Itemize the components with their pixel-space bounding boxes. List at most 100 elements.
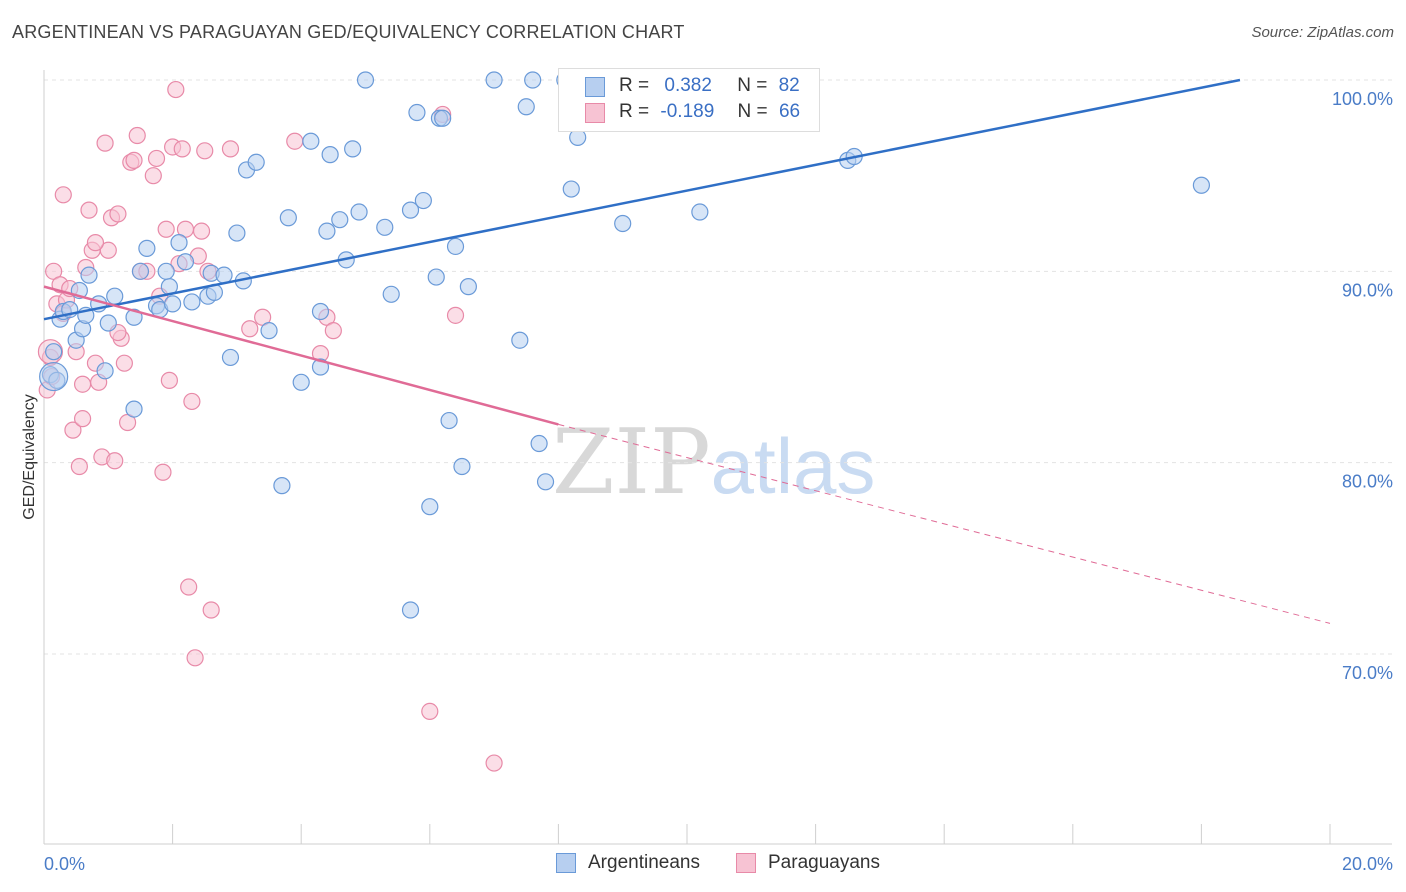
argentineans-point [427, 268, 445, 286]
argentineans-point [356, 71, 375, 89]
bottom-legend-label: Argentineans [588, 852, 700, 873]
argentineans-point [45, 343, 63, 361]
paraguayans-point [70, 457, 88, 476]
paraguayans-points [37, 80, 503, 772]
legend-r-label: R = [619, 75, 650, 96]
argentineans-point [170, 234, 188, 252]
paraguayans-point [192, 222, 211, 240]
paraguayans-point [144, 167, 162, 185]
argentineans-point [536, 473, 555, 491]
argentineans-point [96, 362, 114, 380]
argentineans-point [344, 140, 362, 158]
paraguayans-point [96, 134, 114, 152]
argentineans-point [318, 222, 336, 240]
bottom-swatch-blue [556, 853, 576, 873]
argentineans-point [311, 302, 330, 321]
argentineans-point [524, 71, 542, 89]
paraguayans-point [109, 205, 127, 223]
paraguayans-point [106, 452, 124, 470]
argentineans-point [215, 266, 233, 284]
argentineans-point [247, 153, 265, 171]
argentineans-point [1192, 176, 1211, 194]
legend-n-value: 66 [778, 101, 801, 122]
legend-r-value: 0.382 [664, 75, 712, 96]
argentineans-point [99, 314, 117, 332]
argentineans-point [440, 411, 458, 430]
source-label: Source: ZipAtlas.com [1251, 24, 1394, 41]
y-axis-label: GED/Equivalency [21, 394, 38, 519]
argentineans-point [221, 348, 240, 367]
argentineans-point [260, 322, 278, 340]
paraguayans-point [157, 220, 175, 238]
argentineans-point [138, 239, 156, 257]
paraguayans-point [115, 354, 133, 372]
legend-swatch-blue [585, 77, 605, 97]
bottom-swatch-pink [736, 853, 756, 873]
argentineans-point [39, 361, 69, 392]
argentineans-point [331, 211, 349, 229]
chart-title: ARGENTINEAN VS PARAGUAYAN GED/EQUIVALENC… [12, 22, 685, 42]
argentineans-point [273, 477, 291, 495]
paraguayans-point [221, 140, 240, 158]
paraguayans-point [485, 754, 503, 772]
argentineans-point [434, 109, 452, 127]
legend-n-label: N = [737, 75, 768, 96]
argentineans-point [446, 237, 465, 256]
watermark-atlas: atlas [710, 422, 876, 510]
argentineans-point [530, 434, 548, 453]
paraguayans-point [160, 371, 178, 389]
argentineans-point [376, 218, 394, 236]
argentineans-point [408, 103, 426, 122]
argentineans-point [125, 308, 143, 326]
argentineans-point [459, 278, 477, 296]
paraguayans-point [73, 410, 92, 428]
paraguayans-point [202, 601, 220, 619]
paraguayans-point [99, 241, 117, 259]
argentineans-point [131, 262, 150, 280]
paraguayans-point [241, 320, 259, 338]
argentineans-point [183, 293, 201, 311]
argentineans-point [228, 224, 246, 242]
paraguayans-point [183, 392, 201, 411]
argentineans-point [125, 400, 143, 418]
paraguayans-point [180, 578, 198, 596]
x-tick-label-max: 20.0% [1342, 854, 1393, 874]
paraguayans-point [128, 126, 146, 145]
paraguayans-point [324, 322, 342, 340]
paraguayans-point [286, 132, 304, 150]
argentineans-trend-line [43, 78, 1241, 321]
x-tick-label-min: 0.0% [44, 854, 85, 874]
paraguayans-point [125, 151, 143, 169]
paraguayans-point [86, 234, 105, 252]
argentineans-point [401, 601, 420, 619]
argentineans-point [164, 295, 182, 313]
argentineans-point [691, 203, 709, 221]
argentineans-point [414, 191, 432, 210]
paraguayans-point [446, 306, 465, 324]
argentineans-point [517, 98, 535, 116]
argentineans-point [401, 201, 420, 219]
watermark: ZIPatlas [552, 410, 875, 515]
y-tick-label: 90.0% [1342, 280, 1393, 300]
paraguayans-point [173, 140, 191, 158]
legend-r-label: R = [619, 101, 650, 122]
argentineans-point [562, 180, 580, 198]
correlation-legend: R = 0.382 N = 82 R = -0.189 N = 66 [558, 68, 820, 132]
argentineans-point [421, 498, 439, 516]
y-tick-label: 70.0% [1342, 663, 1393, 683]
legend-swatch-pink [585, 103, 605, 123]
argentineans-point [279, 209, 297, 227]
paraguayans-point [196, 142, 214, 160]
bottom-legend-label: Paraguayans [768, 852, 880, 873]
paraguayans-point [167, 80, 185, 99]
argentineans-point [80, 266, 98, 284]
paraguayans-trend-line [43, 285, 559, 426]
argentineans-point [453, 457, 471, 476]
paraguayans-trend-extension [558, 423, 1331, 624]
paraguayans-point [421, 702, 439, 721]
argentineans-point [176, 253, 195, 271]
argentineans-point [382, 285, 400, 303]
paraguayans-point [80, 201, 98, 219]
paraguayans-point [73, 375, 92, 393]
y-tick-label: 100.0% [1332, 89, 1393, 109]
